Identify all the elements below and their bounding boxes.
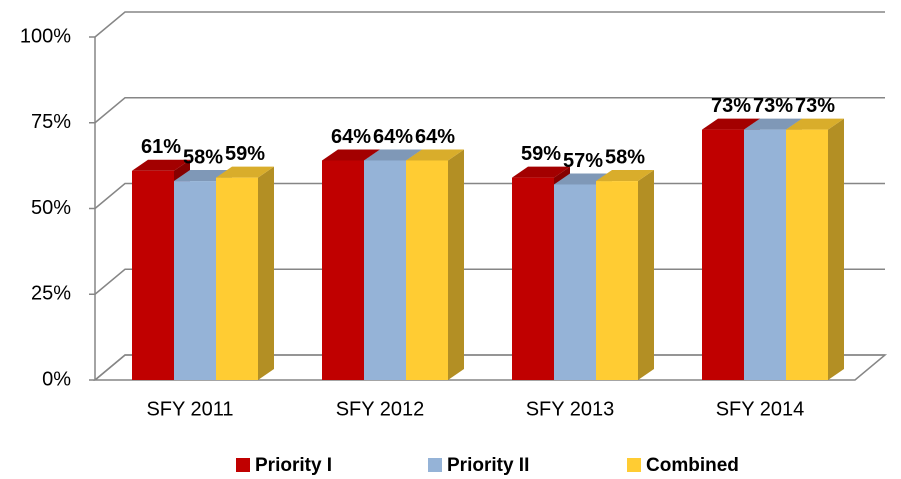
value-label: 64% [331, 126, 371, 148]
bar-side [828, 118, 844, 381]
legend: Priority I Priority II Combined [236, 455, 739, 476]
bar-3d: 73% [786, 95, 844, 381]
bar-top [512, 166, 570, 178]
bar [406, 160, 448, 380]
y-tick-label: 75% [31, 111, 71, 133]
value-label: 64% [415, 126, 455, 148]
legend-swatch [236, 458, 250, 472]
y-tick-label: 25% [31, 283, 71, 305]
legend-label: Combined [646, 455, 739, 476]
x-tick-label: SFY 2014 [716, 398, 805, 420]
bar-top [702, 118, 760, 130]
bar [702, 129, 744, 380]
legend-swatch [428, 458, 442, 472]
bar-3d: 64% [406, 126, 464, 380]
grid-line [94, 97, 885, 124]
bar [512, 177, 554, 380]
value-label: 73% [753, 95, 793, 117]
y-tick-label: 0% [42, 368, 71, 390]
bar [364, 160, 406, 380]
value-label: 61% [141, 136, 181, 158]
value-label: 73% [795, 95, 835, 117]
y-tick-label: 100% [20, 25, 71, 47]
grid-line [94, 11, 885, 38]
legend-label: Priority II [447, 455, 529, 476]
bar [554, 184, 596, 380]
value-label: 58% [183, 146, 223, 168]
bar-top [786, 118, 844, 130]
value-label: 73% [711, 95, 751, 117]
value-label: 59% [521, 143, 561, 165]
bar-top [216, 166, 274, 178]
x-tick-label: SFY 2012 [336, 398, 425, 420]
legend-swatch [627, 458, 641, 472]
value-label: 64% [373, 126, 413, 148]
bar-top [322, 149, 380, 161]
bar [174, 181, 216, 380]
bars: 61% 58% 59%64% 64% 64%59% 57% 58%73% 73% 73% [132, 95, 844, 381]
bar [216, 177, 258, 380]
bar [744, 129, 786, 380]
bar-top [744, 118, 802, 130]
value-label: 59% [225, 143, 265, 165]
x-tick-label: SFY 2013 [526, 398, 615, 420]
bar-top [406, 149, 464, 161]
bar [596, 181, 638, 380]
bar-side [258, 166, 274, 380]
bar [786, 129, 828, 380]
value-label: 57% [563, 150, 603, 172]
value-label: 58% [605, 146, 645, 168]
bar-side [638, 170, 654, 380]
bar-3d: 58% [596, 146, 654, 380]
bar-top [596, 170, 654, 182]
y-tick-label: 50% [31, 197, 71, 219]
bar [132, 170, 174, 380]
bar-3d: 59% [216, 143, 274, 380]
plot-walls: 0% 25% 50% 75% 100% SFY 2011 SFY 2012 SFY 2013 S… [20, 11, 888, 420]
bar-top [132, 159, 190, 171]
legend-label: Priority I [255, 455, 332, 476]
bar-side [448, 149, 464, 380]
x-tick-label: SFY 2011 [146, 398, 233, 420]
bar [322, 160, 364, 380]
bar-top [364, 149, 422, 161]
